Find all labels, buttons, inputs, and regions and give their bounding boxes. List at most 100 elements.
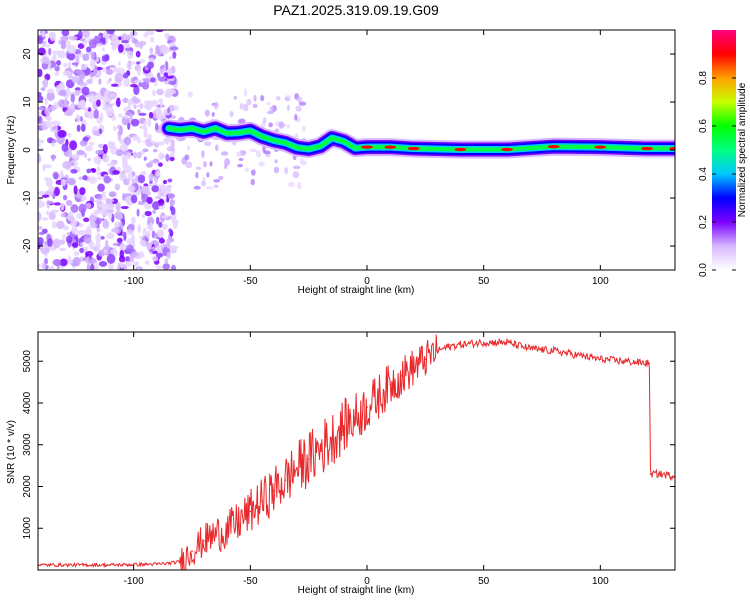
- noise-blob: [52, 50, 61, 55]
- snr-point: [331, 437, 333, 440]
- snr-x-tick-label: 100: [592, 576, 609, 587]
- ridge-point: [594, 145, 607, 149]
- noise-blob: [229, 110, 234, 118]
- spectrogram-y-tick-label: 20: [22, 48, 33, 60]
- noise-blob: [114, 72, 124, 83]
- noise-blob: [38, 115, 43, 125]
- noise-blob: [54, 65, 60, 72]
- noise-blob: [46, 91, 55, 102]
- noise-blob: [284, 96, 290, 101]
- noise-blob: [137, 67, 141, 76]
- noise-blob: [71, 226, 78, 235]
- noise-blob: [167, 178, 173, 183]
- noise-blob: [165, 136, 172, 143]
- noise-blob: [158, 205, 165, 210]
- noise-blob: [103, 249, 108, 254]
- noise-blob: [123, 136, 132, 146]
- noise-blob: [172, 221, 178, 229]
- snr-point: [226, 529, 228, 532]
- noise-blob: [62, 62, 68, 68]
- noise-blob: [45, 210, 50, 216]
- noise-blob: [127, 223, 135, 230]
- noise-blob: [70, 162, 75, 166]
- noise-blob: [141, 81, 150, 90]
- noise-blob: [44, 120, 53, 128]
- noise-blob: [301, 125, 306, 132]
- noise-blob: [269, 106, 274, 113]
- noise-blob: [106, 80, 111, 85]
- noise-blob: [160, 65, 166, 69]
- noise-blob: [93, 108, 99, 119]
- noise-blob: [263, 150, 271, 155]
- noise-blob: [51, 221, 57, 229]
- noise-blob: [233, 95, 237, 100]
- noise-blob: [116, 149, 124, 157]
- noise-blob: [88, 258, 97, 265]
- ridge-point: [501, 147, 513, 152]
- snr-point: [296, 466, 298, 469]
- noise-blob: [149, 248, 154, 253]
- noise-blob: [122, 97, 129, 103]
- noise-blob: [136, 151, 142, 159]
- noise-blob: [99, 37, 106, 43]
- snr-point: [272, 489, 275, 492]
- noise-blob: [115, 97, 121, 108]
- noise-blob: [148, 173, 154, 182]
- noise-blob: [93, 199, 102, 203]
- noise-blob: [78, 82, 88, 87]
- noise-blob: [86, 168, 92, 174]
- noise-blob: [94, 209, 100, 214]
- noise-blob: [80, 241, 84, 248]
- noise-blob: [79, 187, 86, 195]
- noise-blob: [63, 110, 73, 116]
- noise-blob: [126, 152, 132, 160]
- noise-blob: [166, 67, 173, 76]
- noise-blob: [82, 246, 89, 251]
- noise-blob: [132, 151, 137, 159]
- noise-blob: [262, 117, 267, 124]
- noise-blob: [138, 200, 145, 206]
- noise-blob: [156, 245, 161, 254]
- noise-blob: [80, 123, 86, 132]
- snr-point: [132, 563, 135, 566]
- noise-blob: [136, 208, 140, 217]
- noise-blob: [111, 34, 119, 45]
- ridge-point: [454, 147, 467, 152]
- noise-blob: [162, 263, 171, 270]
- noise-blob: [48, 185, 55, 193]
- noise-blob: [213, 101, 219, 110]
- noise-blob: [38, 190, 46, 196]
- noise-blob: [169, 205, 174, 212]
- noise-blob: [82, 174, 88, 181]
- noise-blob: [88, 93, 96, 104]
- colorbar: 0.0 0.2 0.4 0.6 0.8 Normalized spectral ampl…: [698, 30, 748, 277]
- snr-y-axis-label: SNR (10 * v/v): [6, 420, 17, 484]
- noise-blob: [136, 104, 144, 108]
- ridge-point: [641, 146, 653, 151]
- noise-blob: [156, 141, 165, 146]
- noise-blob: [122, 72, 129, 79]
- noise-blob: [106, 253, 116, 264]
- noise-blob: [274, 128, 280, 133]
- noise-blob: [60, 202, 65, 211]
- noise-blob: [125, 260, 132, 267]
- noise-blob: [86, 51, 91, 55]
- noise-blob: [97, 203, 104, 208]
- noise-blob: [118, 113, 123, 118]
- noise-blob: [160, 185, 167, 193]
- noise-blob: [256, 150, 262, 158]
- snr-y-tick-label: 3000: [22, 433, 33, 456]
- noise-blob: [122, 50, 126, 56]
- noise-blob: [71, 62, 79, 66]
- noise-blob: [68, 35, 78, 41]
- noise-blob: [110, 228, 119, 233]
- noise-blob: [155, 30, 164, 33]
- noise-blob: [106, 30, 115, 35]
- snr-x-tick-label: 0: [364, 576, 370, 587]
- noise-blob: [90, 51, 95, 60]
- spectrogram-x-tick-label: -100: [124, 276, 144, 287]
- noise-blob: [172, 51, 177, 59]
- noise-blob: [38, 95, 44, 103]
- snr-x-tick-label: 50: [478, 576, 490, 587]
- snr-point: [377, 395, 380, 398]
